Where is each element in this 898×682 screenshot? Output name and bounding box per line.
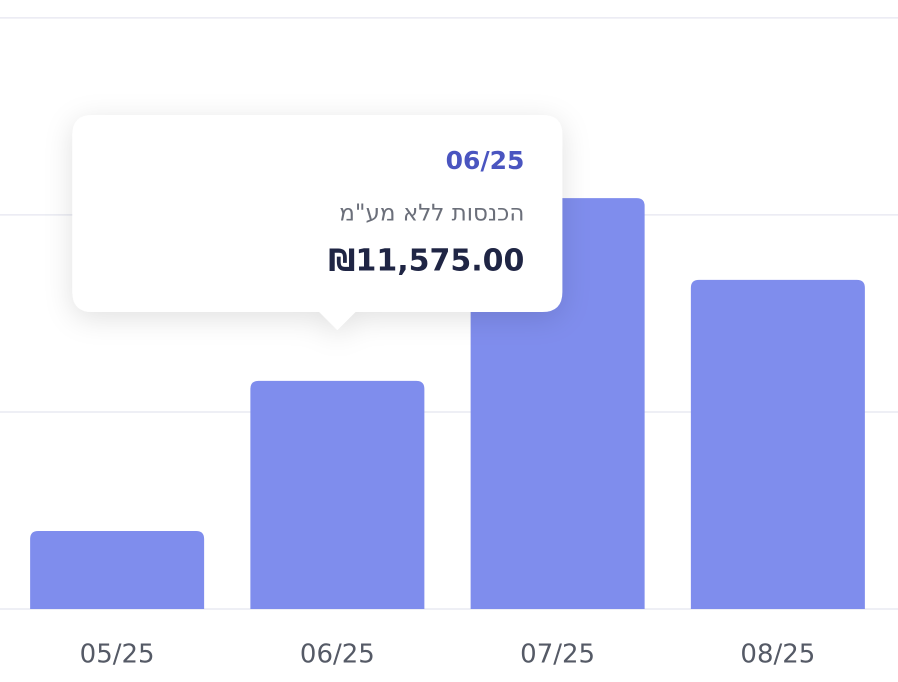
x-tick-label: 06/25: [300, 640, 375, 670]
tooltip-value: ₪11,575.00: [328, 244, 524, 279]
bar: [690, 279, 865, 609]
tooltip-series: הכנסות ללא מע"מ: [339, 201, 524, 227]
bar: [250, 380, 425, 609]
tooltip: 06/25 הכנסות ללא מע"מ ₪11,575.00: [72, 115, 563, 330]
bar: [30, 530, 205, 609]
bars: [30, 198, 865, 609]
x-tick-label: 07/25: [520, 640, 595, 670]
x-axis: 05/25 06/25 07/25 08/25: [80, 640, 816, 670]
tooltip-date: 06/25: [446, 146, 525, 175]
x-tick-label: 08/25: [740, 640, 815, 670]
x-tick-label: 05/25: [80, 640, 155, 670]
tooltip-box: [72, 115, 563, 330]
